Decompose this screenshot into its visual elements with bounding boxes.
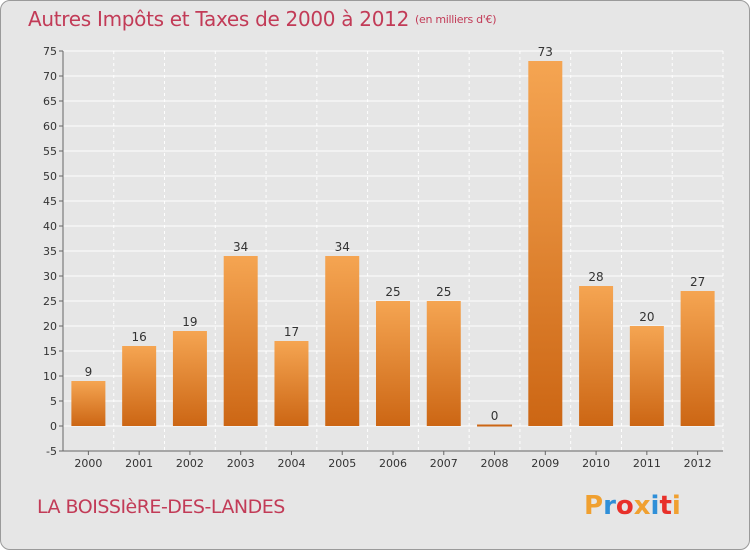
y-tick-label: 35 xyxy=(43,245,57,258)
y-tick-label: 0 xyxy=(50,420,57,433)
y-tick-label: 30 xyxy=(43,270,57,283)
chart-title-text: Autres Impôts et Taxes de 2000 à 2012 xyxy=(28,7,409,31)
logo-letter: r xyxy=(603,491,616,521)
x-tick-label: 2008 xyxy=(481,457,509,470)
data-labels: 9 16 19 34 17 34 25 25 0 73 28 20 27 xyxy=(85,45,706,423)
logo-letter: t xyxy=(659,491,672,521)
chart-subtitle: (en milliers d'€) xyxy=(415,13,497,26)
bar-2011 xyxy=(629,326,664,426)
x-tick-label: 2003 xyxy=(227,457,255,470)
data-label-2006: 25 xyxy=(385,285,400,299)
y-tick-label: 15 xyxy=(43,345,57,358)
bar-2005 xyxy=(325,256,360,426)
data-label-2002: 19 xyxy=(182,315,197,329)
x-tick-label: 2006 xyxy=(379,457,407,470)
data-label-2005: 34 xyxy=(335,240,350,254)
data-label-2004: 17 xyxy=(284,325,299,339)
x-tick-label: 2011 xyxy=(633,457,661,470)
data-label-2012: 27 xyxy=(690,275,705,289)
x-tick-label: 2000 xyxy=(74,457,102,470)
y-tick-label: 40 xyxy=(43,220,57,233)
data-label-2007: 25 xyxy=(436,285,451,299)
y-tick-label: 5 xyxy=(50,395,57,408)
data-label-2001: 16 xyxy=(132,330,147,344)
bar-2003 xyxy=(223,256,258,426)
bar-2002 xyxy=(172,331,207,426)
data-label-2003: 34 xyxy=(233,240,248,254)
chart-title: Autres Impôts et Taxes de 2000 à 2012 (en… xyxy=(28,7,496,31)
bar-2000 xyxy=(71,381,106,426)
y-tick-label: 70 xyxy=(43,70,57,83)
y-tick-label: 25 xyxy=(43,295,57,308)
proxiti-logo[interactable]: Proxiti xyxy=(584,491,681,521)
commune-name: LA BOISSIèRE-DES-LANDES xyxy=(37,496,285,518)
logo-letter: P xyxy=(584,491,604,521)
data-label-2011: 20 xyxy=(639,310,654,324)
data-label-2010: 28 xyxy=(588,270,603,284)
data-label-2009: 73 xyxy=(538,45,553,59)
y-tick-label: -5 xyxy=(46,445,57,458)
logo-letter: i xyxy=(650,491,660,521)
logo-letter: o xyxy=(615,491,634,521)
data-label-2000: 9 xyxy=(85,365,93,379)
x-tick-label: 2009 xyxy=(531,457,559,470)
x-tick-label: 2007 xyxy=(430,457,458,470)
bar-2009 xyxy=(528,61,563,426)
bar-2008 xyxy=(477,424,513,427)
y-tick-label: 55 xyxy=(43,145,57,158)
x-tick-label: 2010 xyxy=(582,457,610,470)
bar-2004 xyxy=(274,341,309,426)
logo-letter: x xyxy=(633,491,651,521)
x-tick-label: 2012 xyxy=(684,457,712,470)
x-tick-label: 2005 xyxy=(328,457,356,470)
bars xyxy=(71,61,715,427)
x-tick-label: 2001 xyxy=(125,457,153,470)
bar-2006 xyxy=(376,301,410,426)
bar-2010 xyxy=(579,286,614,426)
y-tick-label: 45 xyxy=(43,195,57,208)
y-tick-label: 60 xyxy=(43,120,57,133)
x-tick-label: 2002 xyxy=(176,457,204,470)
y-tick-label: 75 xyxy=(43,45,57,58)
data-label-2008: 0 xyxy=(491,409,499,423)
y-tick-label: 65 xyxy=(43,95,57,108)
x-tick-label: 2004 xyxy=(277,457,305,470)
bar-2001 xyxy=(122,346,157,426)
y-tick-label: 10 xyxy=(43,370,57,383)
bar-2012 xyxy=(680,291,715,426)
bar-2007 xyxy=(426,301,461,426)
y-tick-label: 20 xyxy=(43,320,57,333)
logo-letter: i xyxy=(671,491,681,521)
y-tick-label: 50 xyxy=(43,170,57,183)
